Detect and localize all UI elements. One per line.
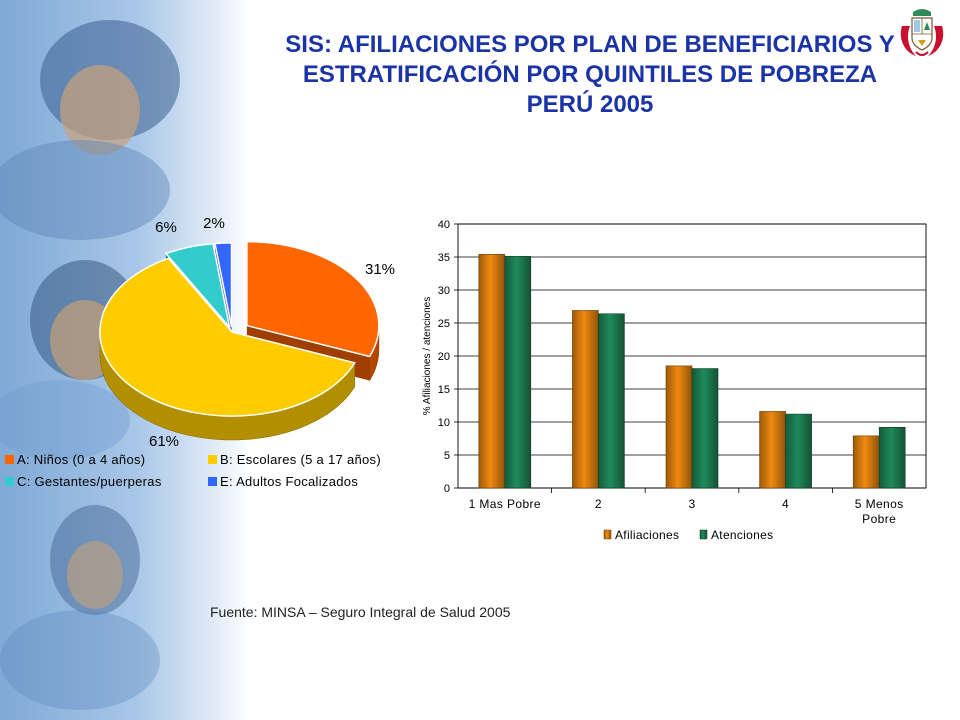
x-tick-label: 1 Mas Pobre bbox=[469, 497, 541, 511]
y-tick-label: 15 bbox=[438, 384, 450, 396]
bar-chart: 0 5 10 15 20 25 30 35 40 1 Mas Pobre 2 3 4 5 MenosPob… bbox=[422, 219, 927, 542]
legend-swatch bbox=[699, 529, 708, 540]
y-tick-label: 5 bbox=[444, 450, 450, 462]
bar-atenciones bbox=[598, 313, 625, 489]
pie-legend: A: Niños (0 a 4 años) B: Escolares (5 a … bbox=[5, 452, 425, 492]
x-tick-label: 2 bbox=[595, 497, 602, 511]
slide-title: SIS: AFILIACIONES POR PLAN DE BENEFICIAR… bbox=[240, 30, 940, 120]
legend-label: Atenciones bbox=[711, 528, 773, 542]
y-tick-label: 20 bbox=[438, 351, 450, 363]
bar-afiliaciones bbox=[759, 411, 786, 489]
pie-slice bbox=[99, 257, 356, 417]
pie-legend-label-c: C: Gestantes/puerperas bbox=[17, 474, 162, 489]
bar-afiliaciones bbox=[665, 365, 693, 489]
bar-atenciones bbox=[878, 426, 906, 489]
legend-swatch bbox=[208, 477, 217, 486]
pie-legend-label-a: A: Niños (0 a 4 años) bbox=[17, 452, 146, 467]
y-axis-label: % Afiliaciones / atenciones bbox=[422, 297, 433, 415]
coat-of-arms-icon bbox=[900, 9, 944, 56]
bar-atenciones bbox=[504, 256, 532, 489]
bar-atenciones bbox=[691, 368, 719, 489]
x-tick-label: 5 Menos bbox=[855, 497, 904, 511]
pie-legend-item: C: Gestantes/puerperas bbox=[5, 474, 162, 489]
legend-swatch bbox=[208, 455, 217, 464]
x-tick-label: 3 bbox=[688, 497, 695, 511]
pie-legend-label-e: E: Adultos Focalizados bbox=[220, 474, 359, 489]
pie-data-label: 31% bbox=[365, 261, 395, 278]
pie-data-label: 6% bbox=[155, 219, 177, 236]
pie-legend-item: A: Niños (0 a 4 años) bbox=[5, 452, 145, 467]
pie-data-label: 2% bbox=[203, 215, 225, 232]
pie-legend-item: B: Escolares (5 a 17 años) bbox=[208, 452, 381, 467]
y-tick-label: 25 bbox=[438, 318, 450, 330]
x-tick-label: Pobre bbox=[862, 512, 896, 526]
bar-afiliaciones bbox=[478, 254, 506, 489]
bar-afiliaciones bbox=[852, 435, 880, 489]
legend-label: Afiliaciones bbox=[615, 528, 679, 542]
legend-swatch bbox=[5, 455, 14, 464]
pie-slice bbox=[246, 240, 380, 358]
source-note: Fuente: MINSA – Seguro Integral de Salud… bbox=[210, 604, 511, 620]
pie-slice bbox=[214, 242, 233, 328]
legend-swatch bbox=[5, 477, 14, 486]
pie-chart: 31% 61% 6% 2% bbox=[99, 215, 395, 450]
pie-slice bbox=[164, 242, 231, 330]
y-tick-label: 10 bbox=[438, 417, 450, 429]
x-tick-label: 4 bbox=[782, 497, 789, 511]
title-line-1: SIS: AFILIACIONES POR PLAN DE BENEFICIAR… bbox=[285, 31, 895, 58]
bar-atenciones bbox=[785, 413, 812, 489]
title-line-2: ESTRATIFICACIÓN POR QUINTILES DE POBREZA bbox=[302, 61, 878, 88]
y-tick-label: 35 bbox=[438, 252, 450, 264]
y-tick-label: 0 bbox=[444, 483, 450, 495]
y-tick-label: 30 bbox=[438, 285, 450, 297]
pie-legend-item: E: Adultos Focalizados bbox=[208, 474, 358, 489]
legend-swatch bbox=[603, 529, 612, 540]
y-tick-label: 40 bbox=[438, 219, 450, 231]
bar-afiliaciones bbox=[572, 310, 599, 489]
pie-legend-label-b: B: Escolares (5 a 17 años) bbox=[220, 452, 381, 467]
title-line-3: PERÚ 2005 bbox=[526, 91, 654, 118]
pie-data-label: 61% bbox=[149, 433, 179, 450]
